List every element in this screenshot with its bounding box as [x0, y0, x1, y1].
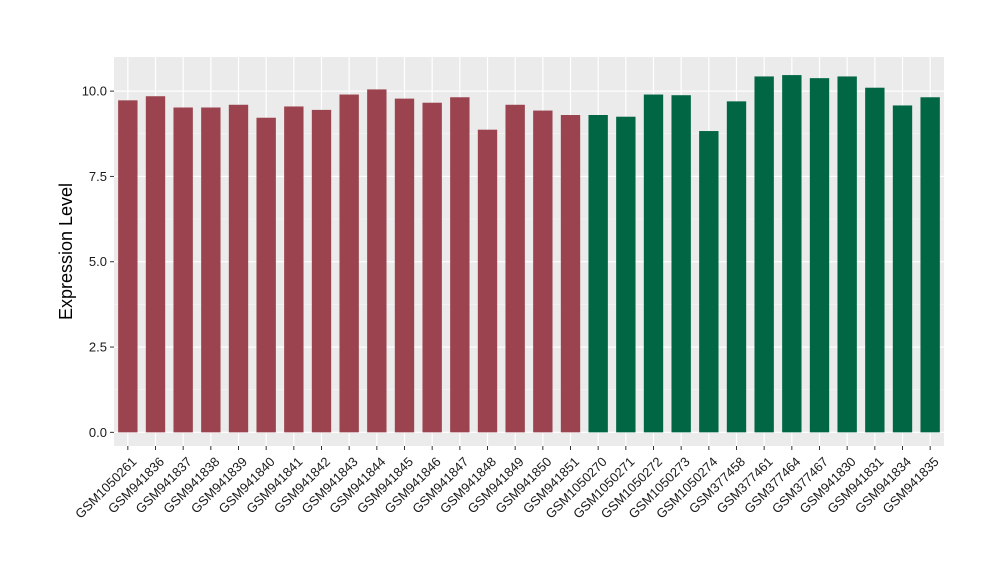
- bar-gsm941847: [450, 97, 470, 433]
- bar-gsm941851: [560, 115, 581, 433]
- bar-gsm1050271: [616, 116, 636, 433]
- bar-gsm941840: [256, 117, 276, 433]
- bars: [118, 75, 940, 433]
- x-axis: GSM1050261GSM941836GSM941837GSM941838GSM…: [72, 446, 942, 521]
- bar-gsm941846: [422, 102, 442, 433]
- y-tick-label: 5.0: [89, 254, 107, 269]
- y-tick-label: 10.0: [82, 84, 107, 99]
- bar-gsm941842: [311, 109, 332, 433]
- bar-gsm941843: [339, 94, 359, 433]
- bar-gsm941845: [394, 98, 415, 433]
- bar-gsm941830: [837, 76, 857, 433]
- bar-gsm1050261: [118, 100, 138, 433]
- bar-gsm941841: [284, 106, 304, 433]
- y-tick-label: 0.0: [89, 425, 107, 440]
- bar-gsm941836: [145, 96, 166, 433]
- bar-gsm377461: [754, 76, 774, 433]
- bar-gsm941835: [920, 97, 940, 433]
- y-axis-title: Expression Level: [56, 183, 76, 320]
- bar-gsm941834: [892, 105, 913, 433]
- bar-gsm941838: [201, 107, 221, 433]
- bar-gsm1050273: [671, 95, 691, 433]
- bar-gsm941850: [533, 110, 553, 433]
- bar-gsm1050274: [699, 131, 719, 433]
- y-tick-label: 2.5: [89, 340, 107, 355]
- bar-gsm941831: [865, 87, 885, 433]
- y-axis: 0.0 2.5 5.0 7.5 10.0: [82, 84, 114, 440]
- bar-gsm1050272: [643, 94, 664, 433]
- bar-gsm941849: [505, 104, 525, 433]
- plot-panel: [114, 57, 944, 446]
- y-tick-label: 7.5: [89, 169, 107, 184]
- bar-gsm941848: [477, 129, 498, 433]
- bar-gsm941839: [228, 104, 249, 433]
- bar-gsm377464: [782, 75, 802, 433]
- bar-gsm941844: [367, 89, 387, 433]
- bar-gsm377467: [809, 78, 830, 433]
- bar-gsm941837: [173, 107, 193, 433]
- bar-gsm377458: [726, 101, 747, 433]
- bar-gsm1050270: [588, 115, 608, 433]
